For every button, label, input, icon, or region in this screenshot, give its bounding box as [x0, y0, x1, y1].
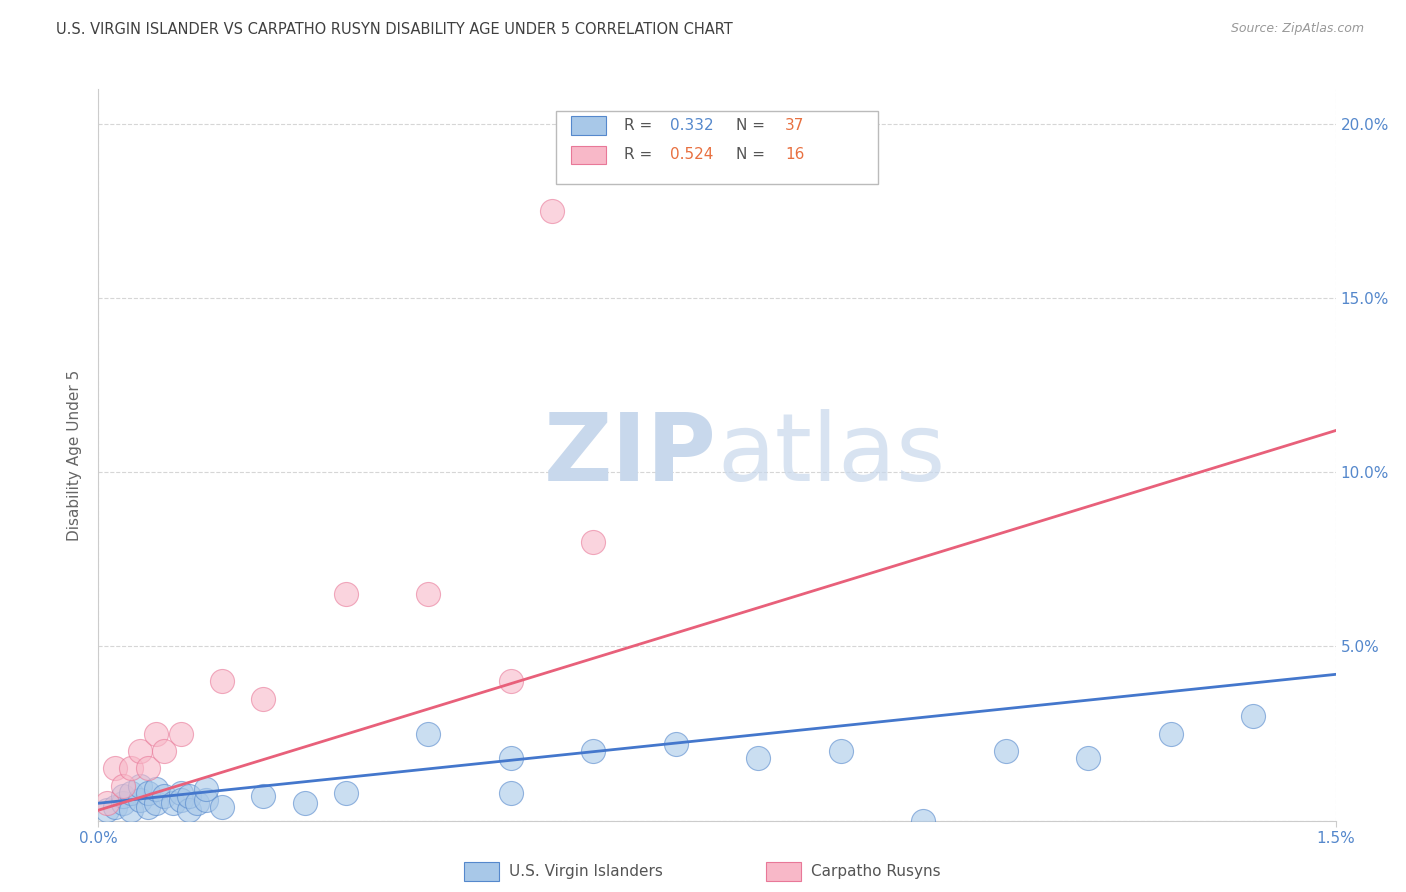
Text: 16: 16 [785, 147, 804, 162]
Point [112, 789, 135, 804]
Text: 0.332: 0.332 [671, 118, 714, 133]
Point [252, 789, 274, 804]
Point [335, 786, 357, 800]
Point [128, 779, 150, 793]
Point [830, 744, 852, 758]
Point [170, 726, 193, 740]
Point [294, 796, 316, 810]
Point [994, 744, 1017, 758]
Point [136, 786, 159, 800]
Text: R =: R = [624, 118, 658, 133]
Point [96, 796, 118, 810]
Text: Carpatho Rusyns: Carpatho Rusyns [811, 864, 941, 879]
Point [582, 744, 605, 758]
Point [665, 737, 688, 751]
Point [186, 796, 208, 810]
Text: atlas: atlas [717, 409, 945, 501]
Point [1160, 726, 1182, 740]
Point [418, 726, 440, 740]
Point [120, 786, 142, 800]
Point [179, 803, 201, 817]
Point [499, 786, 522, 800]
Point [912, 814, 935, 828]
Point [112, 779, 135, 793]
Point [582, 535, 605, 549]
Point [499, 674, 522, 689]
Point [418, 587, 440, 601]
Point [499, 751, 522, 765]
Point [170, 786, 193, 800]
Point [162, 796, 184, 810]
Point [145, 726, 167, 740]
Point [194, 793, 217, 807]
FancyBboxPatch shape [571, 145, 606, 164]
Point [194, 782, 217, 797]
Point [211, 674, 233, 689]
Point [120, 761, 142, 775]
Point [1241, 709, 1264, 723]
Point [541, 204, 564, 219]
Text: U.S. VIRGIN ISLANDER VS CARPATHO RUSYN DISABILITY AGE UNDER 5 CORRELATION CHART: U.S. VIRGIN ISLANDER VS CARPATHO RUSYN D… [56, 22, 733, 37]
Text: 37: 37 [785, 118, 804, 133]
Text: N =: N = [735, 147, 769, 162]
Point [128, 744, 150, 758]
Point [104, 761, 127, 775]
Point [211, 799, 233, 814]
Point [252, 691, 274, 706]
Point [747, 751, 769, 765]
Text: R =: R = [624, 147, 658, 162]
Point [153, 789, 176, 804]
Point [335, 587, 357, 601]
Text: Source: ZipAtlas.com: Source: ZipAtlas.com [1230, 22, 1364, 36]
Y-axis label: Disability Age Under 5: Disability Age Under 5 [67, 369, 83, 541]
Point [1077, 751, 1099, 765]
Text: 0.524: 0.524 [671, 147, 713, 162]
Point [96, 803, 118, 817]
Text: U.S. Virgin Islanders: U.S. Virgin Islanders [509, 864, 662, 879]
FancyBboxPatch shape [557, 112, 877, 185]
Point [120, 803, 142, 817]
Point [179, 789, 201, 804]
Text: N =: N = [735, 118, 769, 133]
Point [170, 793, 193, 807]
Point [136, 761, 159, 775]
Point [145, 782, 167, 797]
Point [153, 744, 176, 758]
FancyBboxPatch shape [571, 116, 606, 135]
Point [128, 793, 150, 807]
Point [145, 796, 167, 810]
Point [136, 799, 159, 814]
Point [112, 796, 135, 810]
Point [104, 799, 127, 814]
Text: ZIP: ZIP [544, 409, 717, 501]
